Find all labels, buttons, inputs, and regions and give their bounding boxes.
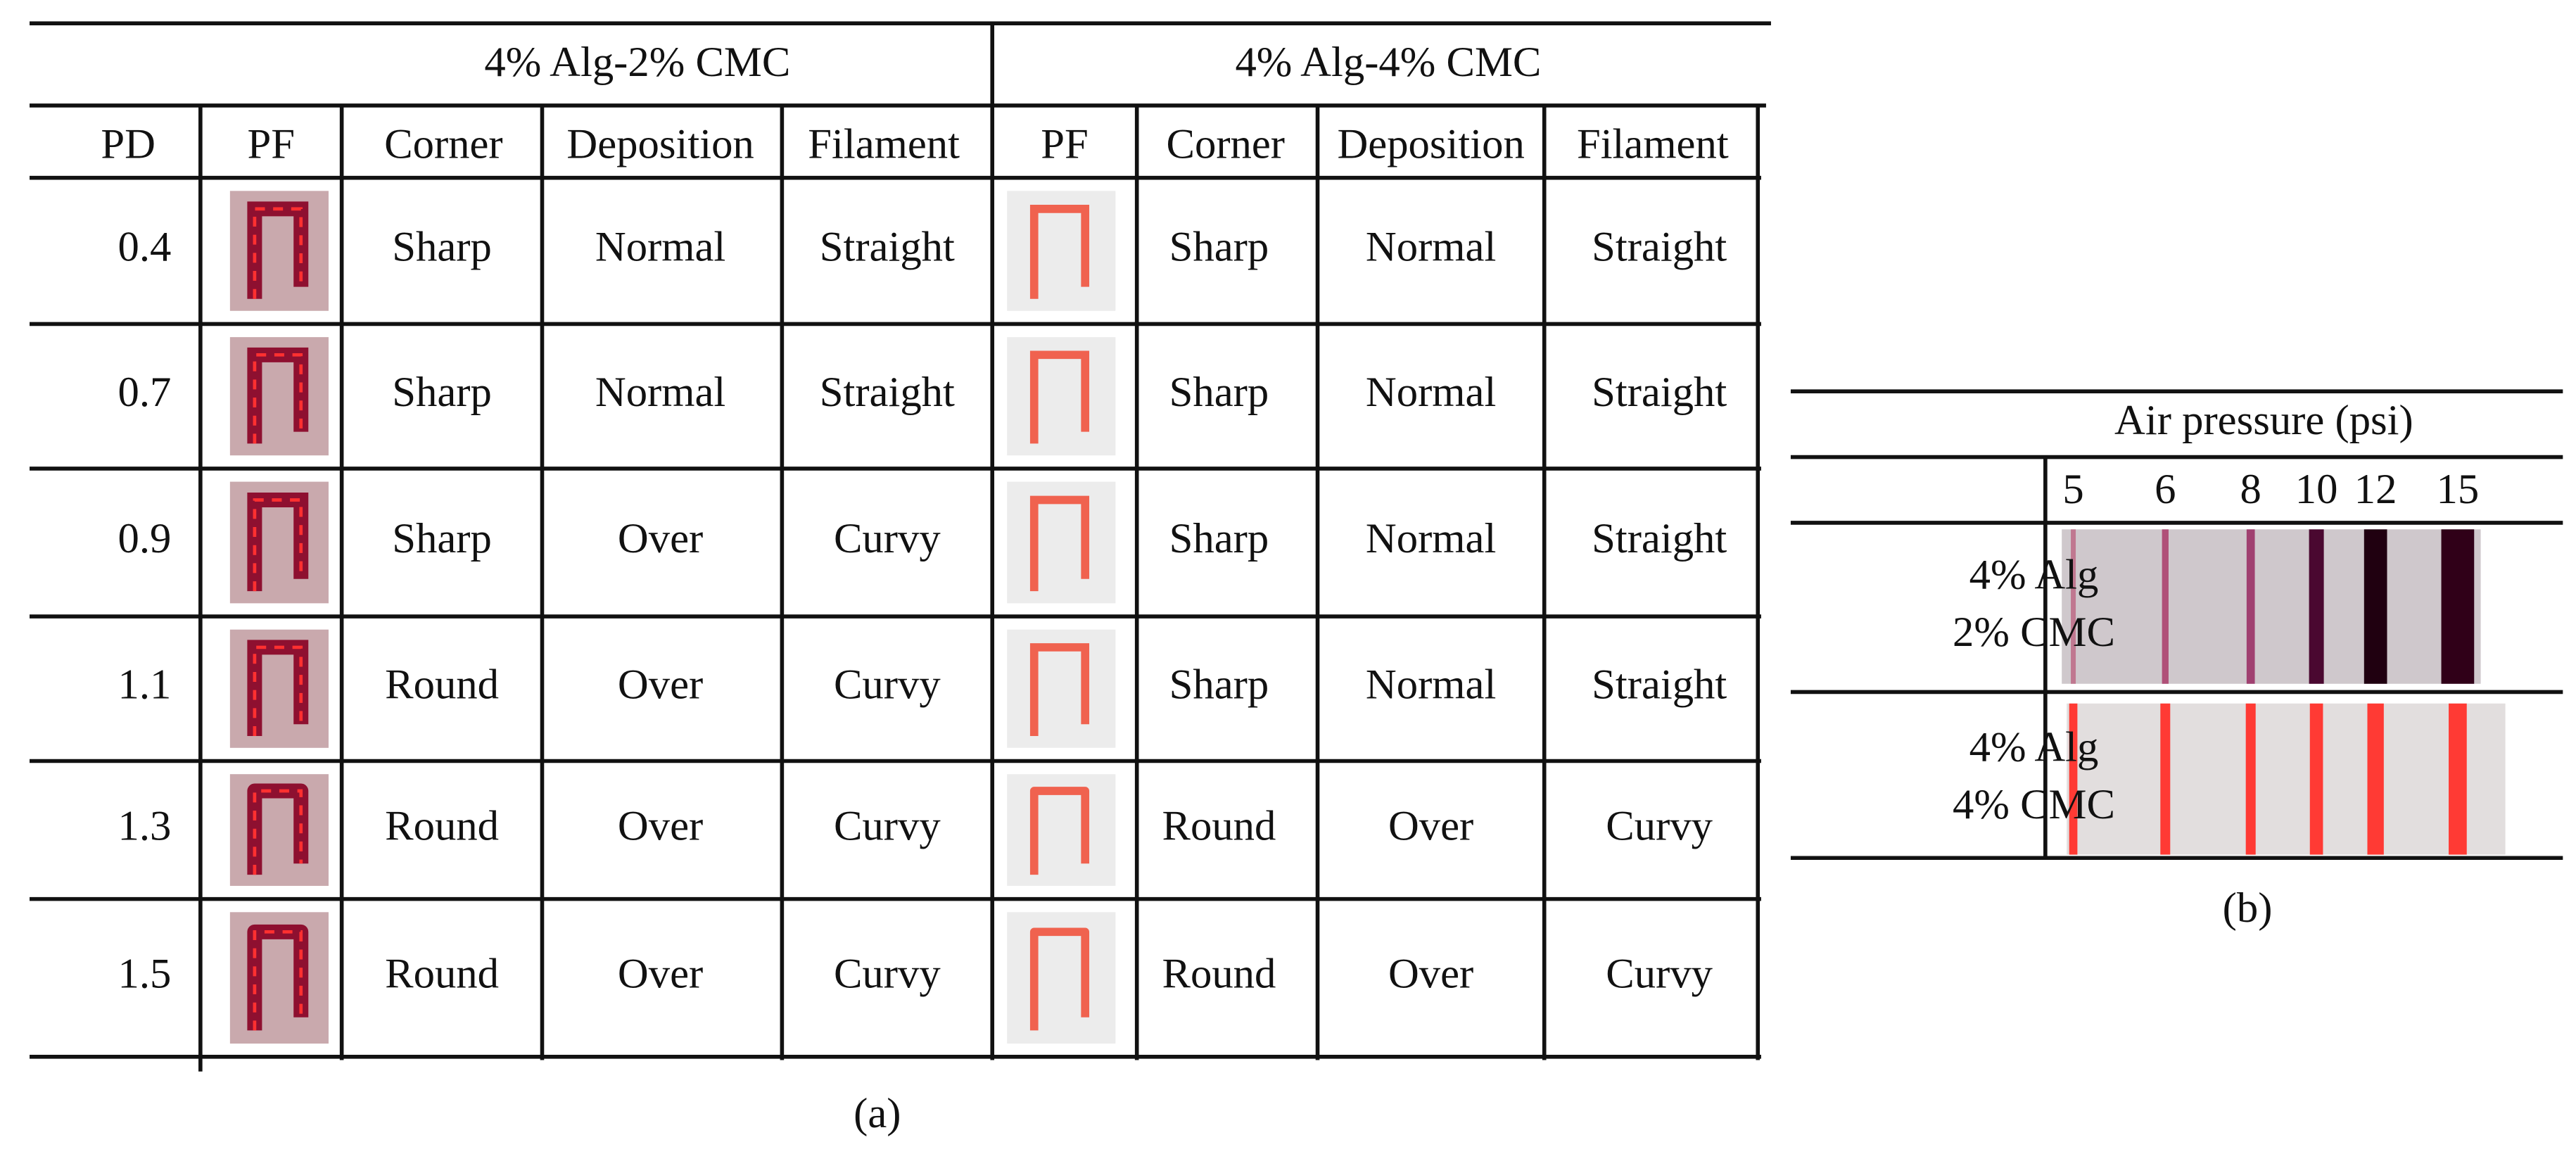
cell: Round [385, 803, 499, 850]
filament-strip [2160, 703, 2171, 855]
design-path [253, 207, 303, 299]
cell: 1.5 [118, 951, 172, 998]
cell: Sharp [1169, 661, 1269, 709]
pressure-label: 6 [2155, 466, 2176, 513]
cell: Over [618, 951, 703, 998]
pressure-label: 12 [2354, 466, 2397, 513]
group-header: 4% Alg-4% CMC [1235, 39, 1541, 86]
column-header: Deposition [566, 121, 754, 168]
cell: Round [385, 951, 499, 998]
cell: Straight [1592, 223, 1727, 270]
cell: 0.9 [118, 515, 172, 562]
row-label: 4% Alg [1969, 551, 2099, 598]
cell: Normal [595, 369, 725, 416]
design-path [253, 645, 303, 737]
sample-photo [2067, 703, 2506, 855]
cell: Straight [1592, 661, 1727, 709]
filament-strip [2162, 529, 2169, 684]
pressure-label: 8 [2240, 466, 2261, 513]
cell: Over [618, 515, 703, 562]
column-header: PF [247, 121, 295, 168]
cell: 1.3 [118, 803, 172, 850]
pressure-label: 15 [2437, 466, 2480, 513]
cell: Normal [595, 223, 725, 270]
pressure-label: 10 [2295, 466, 2338, 513]
cell: Curvy [1606, 951, 1713, 998]
printed-filament [1029, 495, 1090, 592]
cell: Normal [1366, 661, 1496, 709]
cell: Curvy [834, 803, 941, 850]
table-title: Air pressure (psi) [2114, 397, 2413, 444]
panel-label: (b) [2223, 884, 2273, 932]
printed-filament [1029, 205, 1090, 299]
cell: Normal [1366, 369, 1496, 416]
cell: Curvy [834, 515, 941, 562]
column-header: PD [101, 121, 156, 168]
cell: Round [1162, 803, 1276, 850]
cell: Sharp [1169, 515, 1269, 562]
cell: Sharp [1169, 223, 1269, 270]
cell: Over [1388, 803, 1473, 850]
filament-strip [2309, 703, 2323, 855]
design-path [253, 789, 303, 875]
group-header: 4% Alg-2% CMC [484, 39, 790, 86]
row-label: 4% CMC [1953, 781, 2115, 828]
cell: Over [618, 803, 703, 850]
filament-strip [2449, 703, 2467, 855]
filament-strip [2441, 529, 2475, 684]
cell: Straight [820, 223, 955, 270]
cell: Round [1162, 951, 1276, 998]
cell: Straight [1592, 369, 1727, 416]
cell: 0.4 [118, 223, 172, 270]
sample-photo [2062, 529, 2481, 684]
filament-strip [2309, 529, 2324, 684]
printed-filament [1029, 787, 1090, 875]
cell: Sharp [392, 369, 492, 416]
cell: Sharp [392, 515, 492, 562]
column-header: Filament [808, 121, 960, 168]
column-header: PF [1041, 121, 1089, 168]
cell: Normal [1366, 515, 1496, 562]
column-header: Deposition [1337, 121, 1524, 168]
filament-strip [2071, 529, 2076, 684]
cell: Sharp [392, 223, 492, 270]
column-header: Filament [1577, 121, 1729, 168]
printed-filament [1029, 643, 1090, 737]
cell: Sharp [1169, 369, 1269, 416]
cell: 1.1 [118, 661, 172, 709]
filament-strip [2246, 529, 2255, 684]
row-label: 2% CMC [1953, 609, 2115, 656]
printed-filament [1029, 350, 1090, 444]
cell: Curvy [834, 661, 941, 709]
cell: Curvy [1606, 803, 1713, 850]
filament-strip [2364, 529, 2387, 684]
filament-strip [2367, 703, 2384, 855]
pressure-label: 5 [2062, 466, 2083, 513]
column-header: Corner [384, 121, 503, 168]
design-path [253, 498, 303, 592]
row-label: 4% Alg [1969, 723, 2099, 771]
filament-strip [2069, 703, 2078, 855]
cell: Straight [820, 369, 955, 416]
column-header: Corner [1167, 121, 1286, 168]
cell: Round [385, 661, 499, 709]
cell: Curvy [834, 951, 941, 998]
printed-filament [1029, 927, 1090, 1031]
cell: Straight [1592, 515, 1727, 562]
cell: Normal [1366, 223, 1496, 270]
panel-label: (a) [854, 1090, 901, 1137]
cell: Over [618, 661, 703, 709]
design-path [253, 353, 303, 444]
filament-strip [2245, 703, 2256, 855]
cell: Over [1388, 951, 1473, 998]
design-path [253, 930, 303, 1031]
cell: 0.7 [118, 369, 172, 416]
